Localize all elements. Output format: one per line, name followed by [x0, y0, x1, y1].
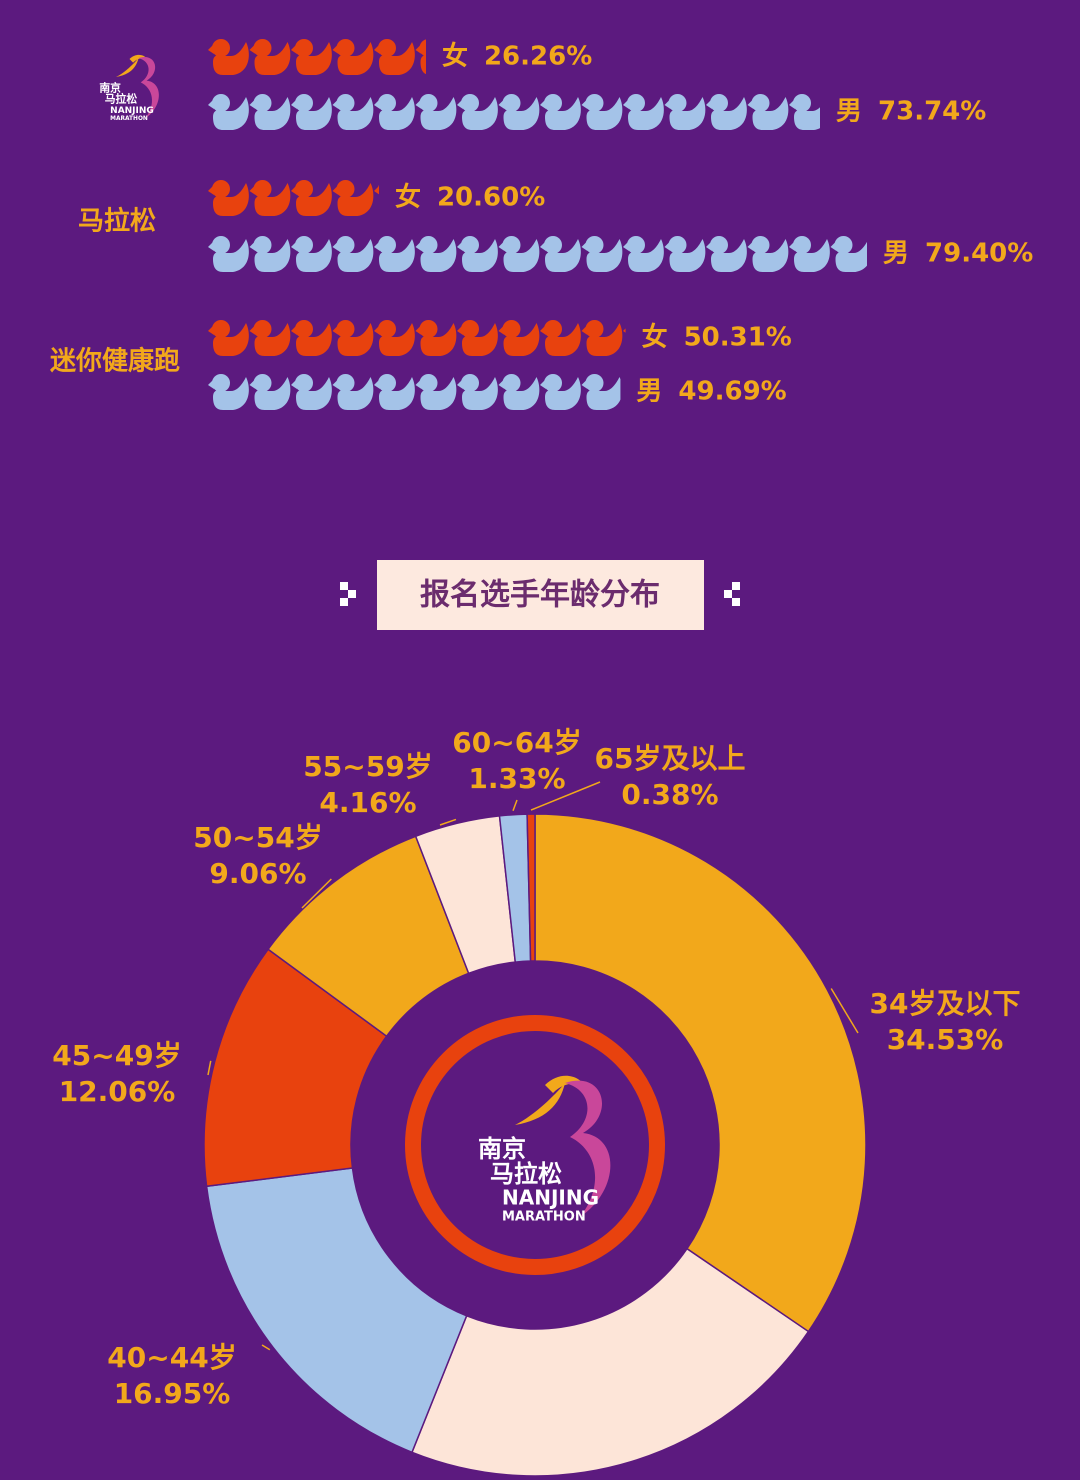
slice-label: 50~54岁: [193, 821, 322, 854]
donut-slice: [411, 1247, 810, 1477]
slice-label: 40~44岁: [107, 1341, 236, 1374]
inner-ring: [405, 1015, 665, 1275]
logo-text: 南京: [478, 1135, 526, 1163]
logo-swoosh: [116, 58, 139, 77]
donut-slice: [205, 1167, 468, 1454]
title-box: [377, 560, 704, 630]
chart-title: 报名选手年龄分布: [420, 578, 660, 613]
slice-label: 65岁及以上: [595, 742, 746, 775]
logo-text: MARATHON: [110, 116, 148, 122]
leader-line: [439, 818, 457, 826]
leader-line: [530, 781, 601, 811]
leader-line: [512, 799, 518, 811]
data-label: 79.40%: [925, 239, 1033, 269]
data-label: 9.06%: [209, 857, 306, 890]
logo-text: 马拉松: [490, 1160, 562, 1188]
data-label: 12.06%: [59, 1075, 176, 1108]
data-label: 34.53%: [887, 1023, 1004, 1056]
series-name: 女: [395, 182, 421, 213]
row-label: 马拉松: [78, 206, 156, 237]
data-label: 73.74%: [878, 97, 986, 127]
slice-label: 34岁及以下: [870, 987, 1021, 1020]
data-label: 4.16%: [319, 786, 416, 819]
series-name: 女: [642, 322, 668, 353]
donut-slice: [526, 813, 536, 962]
series-name: 男: [836, 97, 862, 127]
logo-text: NANJING: [110, 106, 154, 116]
data-label: 26.26%: [484, 42, 592, 72]
leader-line: [301, 878, 332, 909]
leader-line: [261, 1344, 271, 1351]
leader-line: [830, 988, 859, 1034]
data-label: 1.33%: [468, 762, 565, 795]
data-label: 16.95%: [114, 1377, 231, 1410]
leader-line: [207, 1060, 212, 1076]
row-label: 迷你健康跑: [50, 346, 180, 377]
slice-label: 45~49岁: [52, 1039, 181, 1072]
title-decor: [340, 582, 740, 606]
logo-swoosh: [515, 1083, 565, 1125]
logo-swoosh: [565, 1080, 611, 1217]
data-label: 50.31%: [684, 323, 792, 353]
slice-label: 55~59岁: [303, 750, 432, 783]
logo-text: 马拉松: [105, 92, 138, 106]
data-label: 20.60%: [437, 183, 545, 213]
series-name: 女: [442, 41, 468, 72]
logo-text: NANJING: [502, 1186, 599, 1210]
logo-swoosh: [138, 57, 159, 119]
slice-label: 60~64岁: [452, 726, 581, 759]
series-name: 男: [636, 377, 662, 407]
donut-slice: [534, 813, 867, 1333]
logo-text: 南京: [99, 80, 121, 94]
data-label: 49.69%: [678, 377, 786, 407]
logo-swoosh: [129, 54, 148, 63]
series-name: 男: [883, 239, 909, 269]
data-label: 0.38%: [621, 778, 718, 811]
logo-text: MARATHON: [502, 1210, 586, 1225]
logo-swoosh: [545, 1075, 585, 1093]
